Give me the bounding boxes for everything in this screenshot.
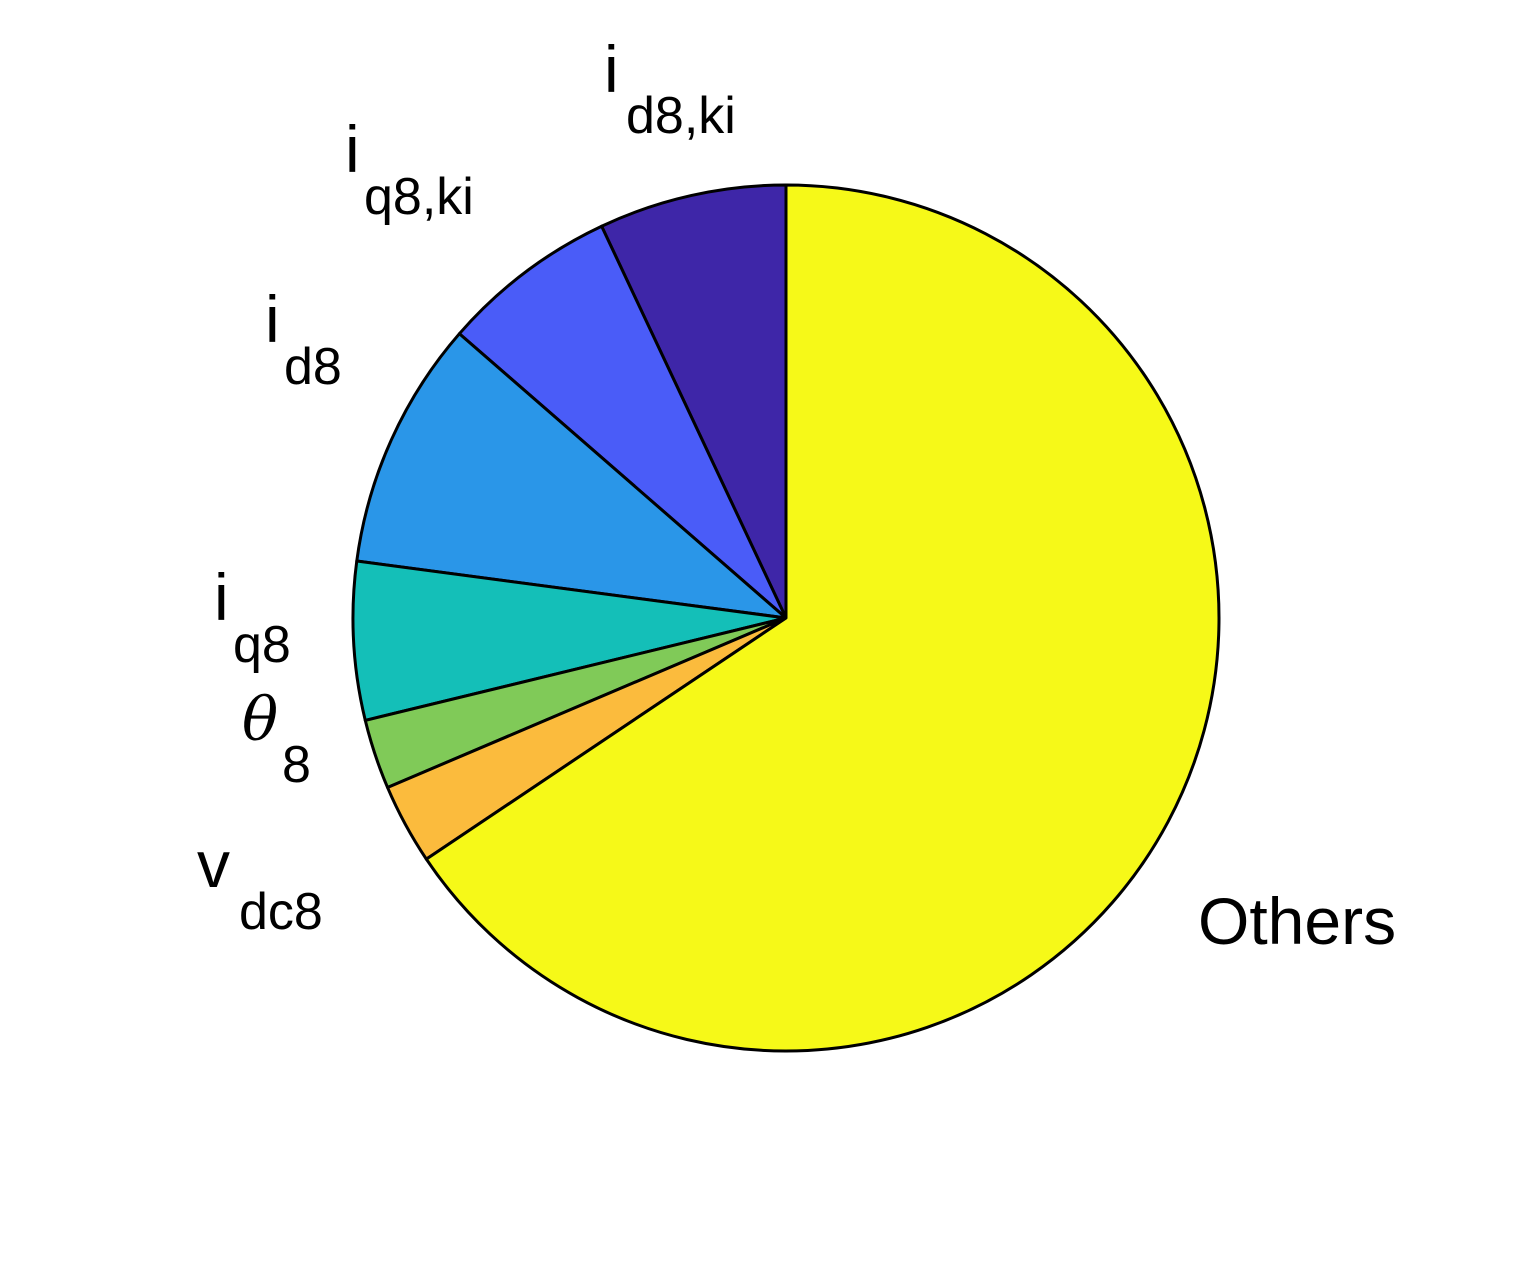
slice-label-main: i bbox=[214, 560, 229, 634]
slice-label-subscript: q8,ki bbox=[364, 168, 474, 226]
slice-label-main: Others bbox=[1198, 884, 1396, 958]
pie-slice-others bbox=[424, 183, 1221, 1053]
slice-label-main: i bbox=[604, 32, 619, 106]
pie-slice-id8 bbox=[355, 332, 788, 620]
slice-label-main: θ bbox=[242, 685, 278, 755]
pie-slices bbox=[351, 183, 1221, 1053]
pie-slice-iq8 bbox=[351, 559, 788, 722]
slice-label-subscript: d8 bbox=[284, 338, 342, 396]
pie-slice-id8ki bbox=[600, 183, 788, 620]
slice-label-subscript: dc8 bbox=[239, 883, 323, 941]
slice-label-main: v bbox=[197, 827, 230, 901]
slice-label-subscript: d8,ki bbox=[626, 87, 736, 145]
pie-slice-iq8ki bbox=[457, 224, 788, 620]
slice-label-main: i bbox=[265, 282, 280, 356]
slice-label-subscript: q8 bbox=[233, 616, 291, 674]
slice-label-main: i bbox=[345, 112, 360, 186]
slice-label-subscript: 8 bbox=[282, 736, 311, 794]
